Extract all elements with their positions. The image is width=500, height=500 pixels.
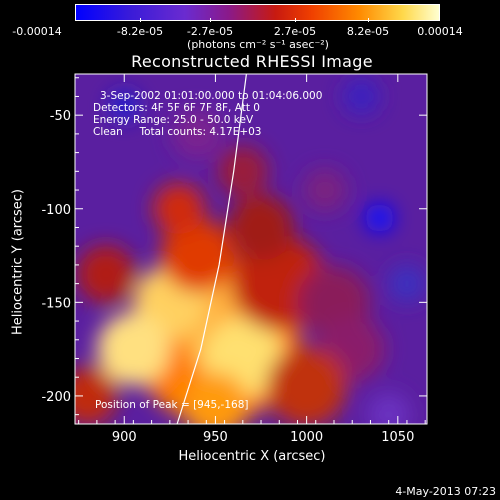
colorbar-tick-label: 2.7e-05 xyxy=(273,25,317,38)
colorbar-tick xyxy=(140,18,141,22)
colorbar-tick xyxy=(210,18,211,22)
emission-blob xyxy=(75,366,117,424)
emission-blob xyxy=(171,108,223,160)
emission-blob xyxy=(388,265,426,302)
colorbar-tick xyxy=(295,18,296,22)
annotation-energy-range: Energy Range: 25.0 - 50.0 keV xyxy=(93,114,254,126)
colorbar-tick-label: 8.2e-05 xyxy=(346,25,390,38)
heatmap-emission xyxy=(75,78,426,424)
emission-blob xyxy=(228,194,294,261)
emission-blob xyxy=(182,372,249,424)
colorbar-unit-label: (photons cm⁻² s⁻¹ asec⁻²) xyxy=(187,38,329,51)
colorbar xyxy=(75,4,440,21)
solar-limb-line xyxy=(176,74,247,424)
y-axis-label: Heliocentric Y (arcsec) xyxy=(10,189,26,335)
plot-frame xyxy=(74,73,428,425)
y-tick-label: -200 xyxy=(41,390,71,405)
y-tick-label: -100 xyxy=(41,203,71,218)
colorbar-tick-label: -8.2e-05 xyxy=(116,25,164,38)
x-axis-label: Heliocentric X (arcsec) xyxy=(178,449,326,464)
emission-blob xyxy=(343,78,380,115)
x-tick-label: 900 xyxy=(112,430,137,445)
annotation-total-counts: Clean Total counts: 4.17E+03 xyxy=(93,126,262,138)
y-tick-label: -50 xyxy=(50,109,71,124)
annotation-detectors: Detectors: 4F 5F 6F 7F 8F, Att 0 xyxy=(93,102,260,114)
x-tick-label: 1000 xyxy=(290,430,323,445)
emission-blob xyxy=(160,219,234,293)
emission-blob xyxy=(364,203,395,233)
x-tick-label: 950 xyxy=(203,430,228,445)
emission-blob xyxy=(153,183,205,235)
colorbar-tick xyxy=(368,18,369,22)
chart-title: Reconstructed RHESSI Image xyxy=(131,52,373,71)
emission-blob xyxy=(96,312,170,386)
footer-timestamp: 4-May-2013 07:23 xyxy=(395,485,496,498)
axes: 900 950 1000 1050 -50 -100 -150 -200 xyxy=(41,74,427,445)
emission-blob xyxy=(302,168,347,212)
colorbar-tick-label: 0.00014 xyxy=(417,25,463,38)
x-tick-label: 1050 xyxy=(381,430,414,445)
emission-blob xyxy=(266,346,347,424)
emission-blob xyxy=(366,392,411,424)
colorbar-tick-label: -0.00014 xyxy=(12,25,62,38)
emission-blob xyxy=(109,91,139,121)
emission-blob xyxy=(76,245,136,304)
annotation-time-range: 3-Sep-2002 01:01:00.000 to 01:04:06.000 xyxy=(100,90,322,102)
annotation-peak-position: Position of Peak = [945,-168] xyxy=(95,399,249,411)
colorbar-tick-label: -2.7e-05 xyxy=(186,25,234,38)
emission-blob xyxy=(217,145,269,197)
y-tick-label: -150 xyxy=(41,296,71,311)
